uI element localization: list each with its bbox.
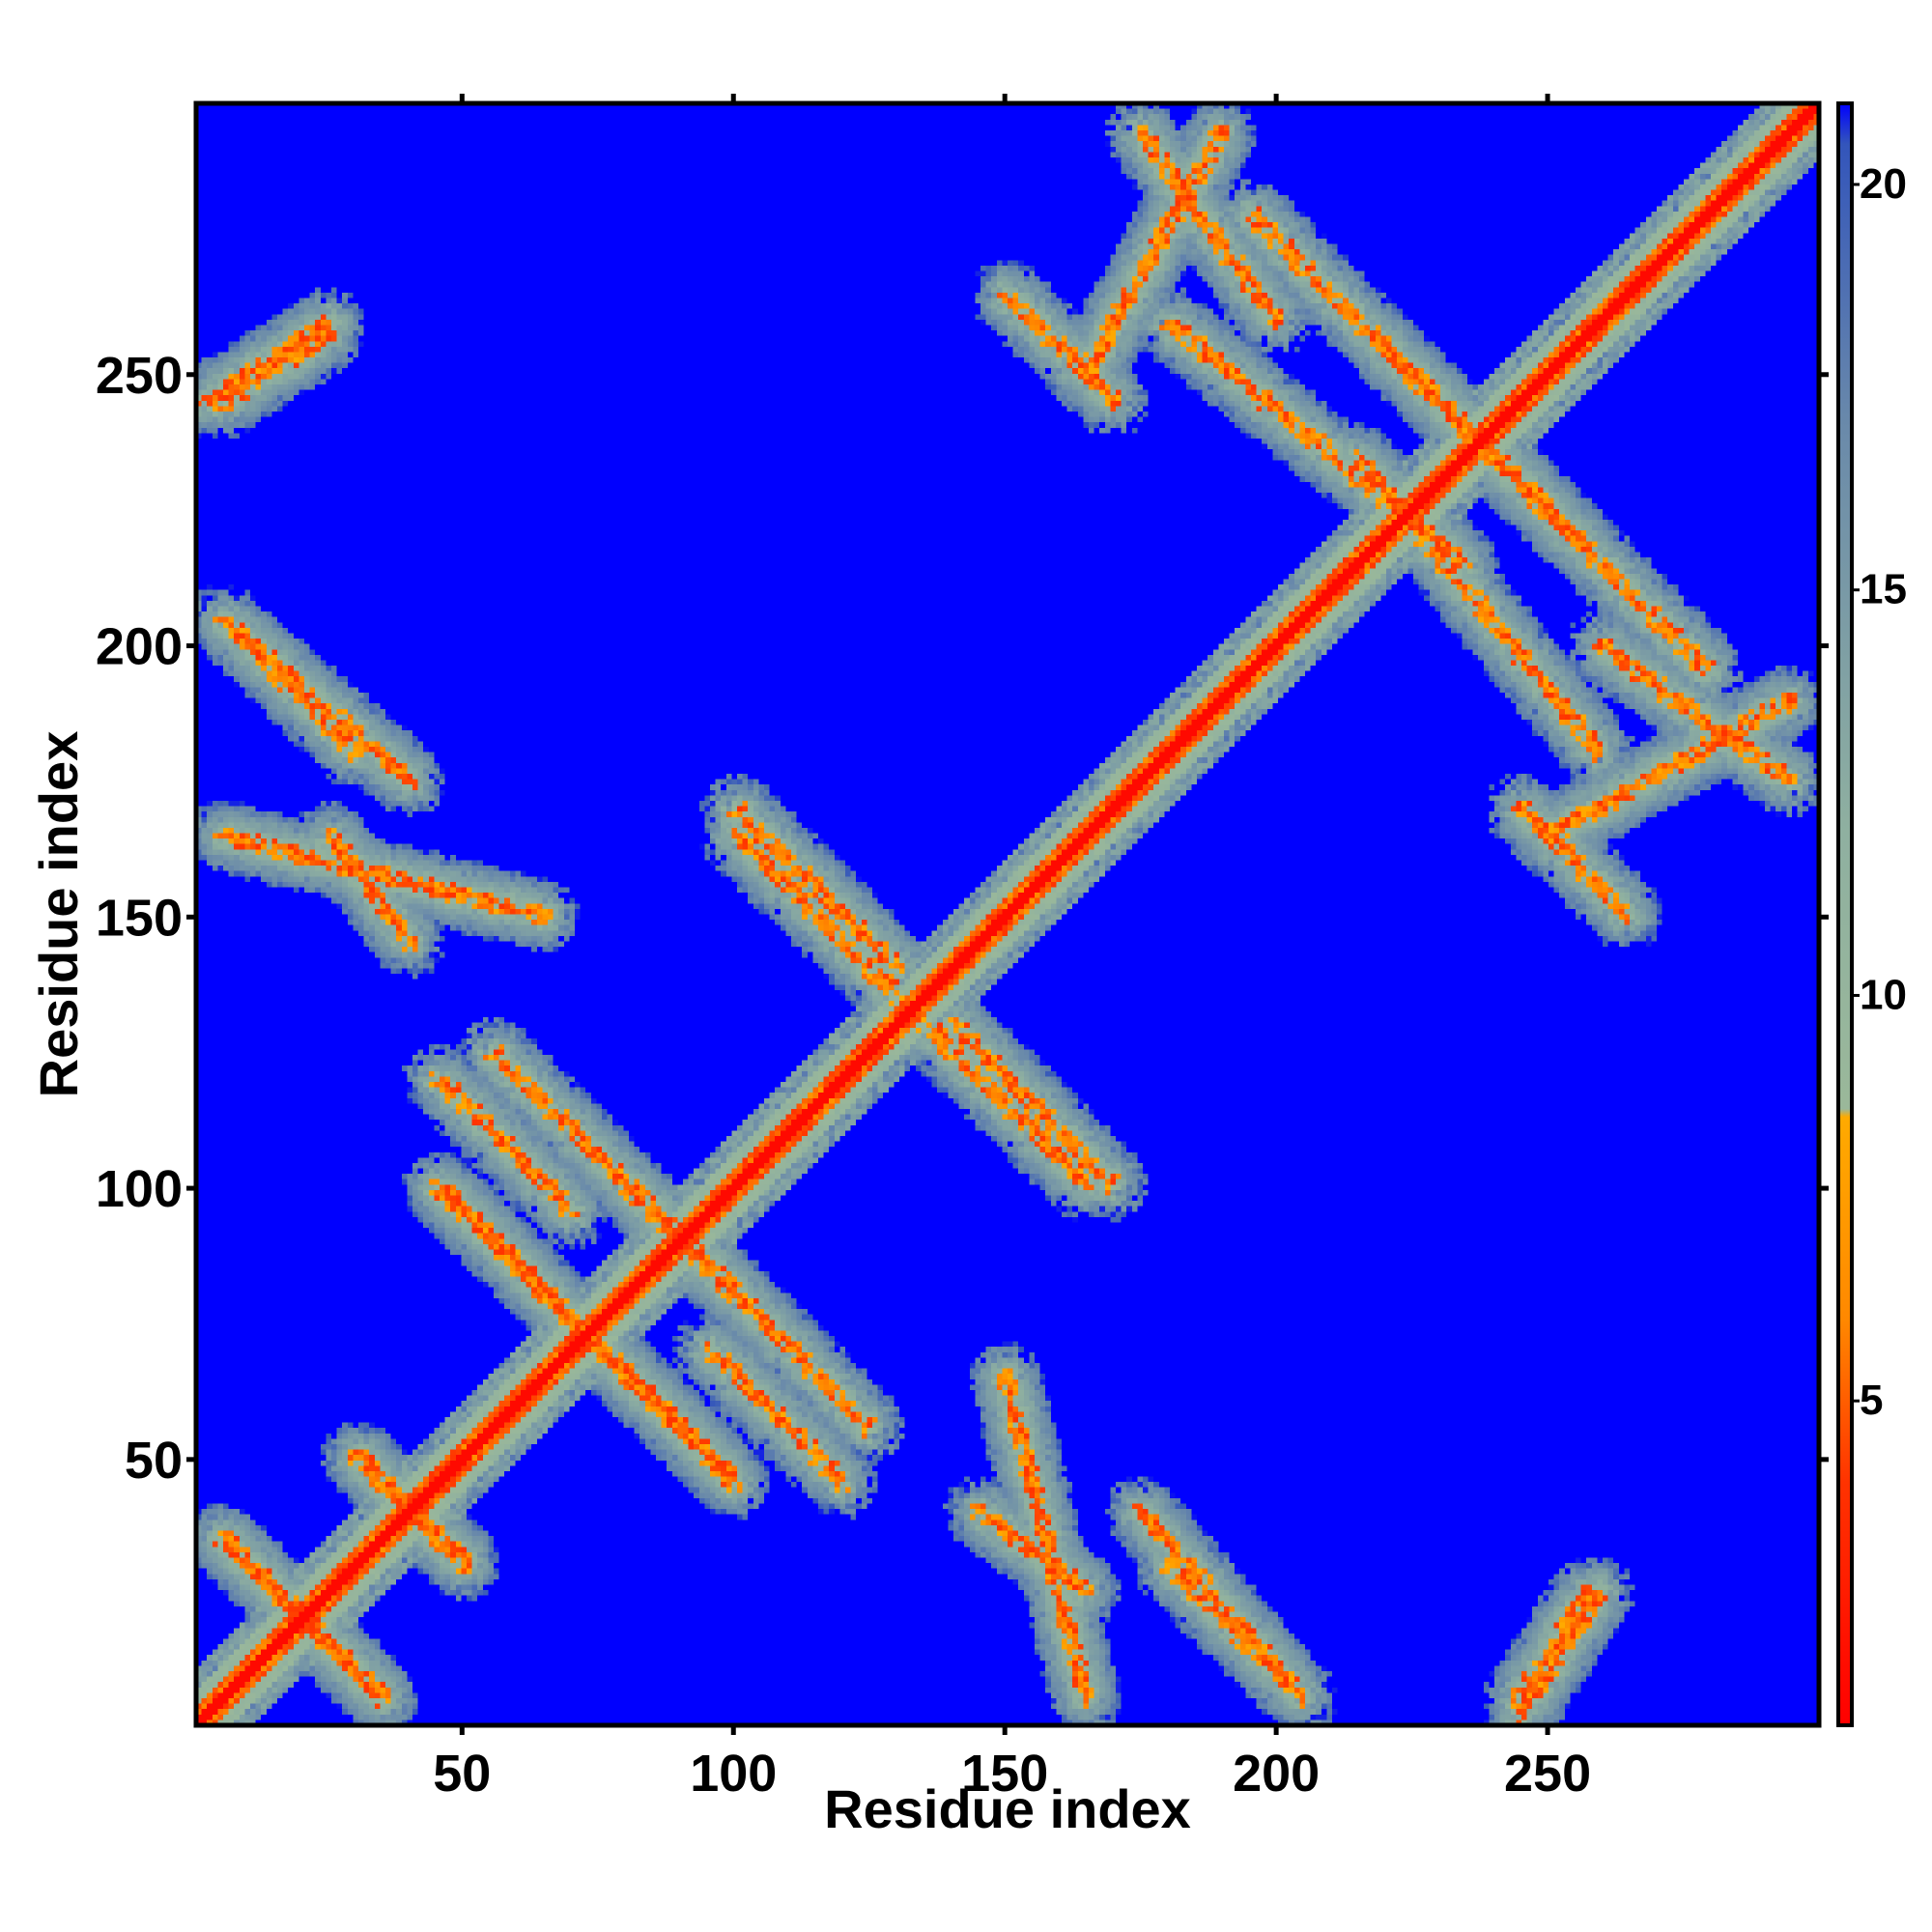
x-tick-label: 150 <box>961 1745 1048 1803</box>
x-axis-title: Residue index <box>824 1778 1191 1839</box>
colorbar-tick-label: 20 <box>1860 160 1907 208</box>
y-tick-label: 200 <box>96 618 183 676</box>
colorbar-ticks: 5 10 15 20 <box>1852 160 1907 1424</box>
x-tick-label: 250 <box>1504 1745 1591 1803</box>
y-axis-title: Residue index <box>28 731 89 1098</box>
colorbar-tick-label: 10 <box>1860 971 1907 1018</box>
colorbar <box>1836 101 1854 1727</box>
x-axis-ticks: 50 100 150 200 250 <box>433 94 1591 1803</box>
colorbar-tick-label: 5 <box>1860 1377 1883 1424</box>
plot-frame <box>193 100 1822 1728</box>
x-tick-label: 100 <box>690 1745 777 1803</box>
y-tick-label: 50 <box>125 1432 183 1490</box>
x-tick-label: 200 <box>1233 1745 1320 1803</box>
colorbar-tick-label: 15 <box>1860 566 1907 613</box>
y-axis-ticks: 50 100 150 200 250 <box>96 347 1829 1490</box>
y-tick-label: 250 <box>96 347 183 405</box>
x-tick-label: 50 <box>433 1745 491 1803</box>
heatmap-image <box>196 103 1819 1725</box>
y-tick-label: 150 <box>96 889 183 947</box>
y-tick-label: 100 <box>96 1160 183 1218</box>
